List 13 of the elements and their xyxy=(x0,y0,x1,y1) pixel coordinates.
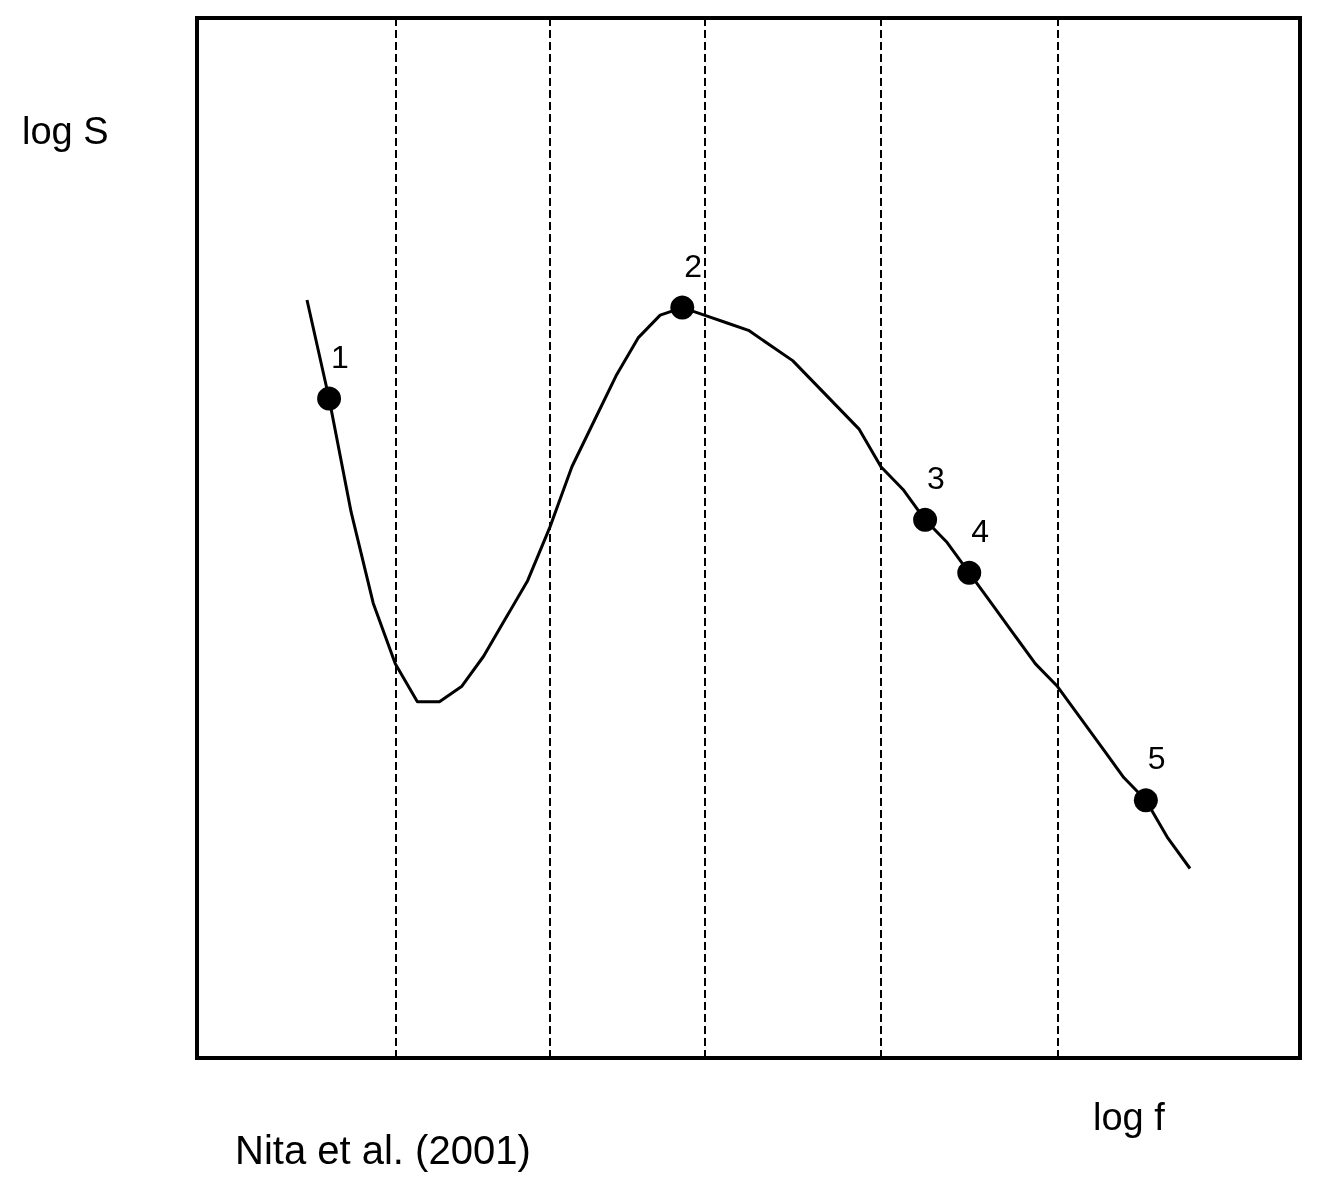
x-axis-title: log f xyxy=(1093,1096,1166,1138)
text: Nita et al. (2001) xyxy=(235,1128,531,1172)
annotation: 1 xyxy=(331,338,349,375)
annotation: 2 xyxy=(684,247,703,284)
annotation: 4 xyxy=(971,512,990,549)
text: log S xyxy=(22,110,109,152)
point xyxy=(1133,788,1158,813)
point xyxy=(670,295,695,320)
annotation: 3 xyxy=(927,459,945,496)
point xyxy=(913,507,938,532)
point xyxy=(957,560,982,585)
point xyxy=(317,386,342,411)
annotation: 5 xyxy=(1147,740,1166,777)
